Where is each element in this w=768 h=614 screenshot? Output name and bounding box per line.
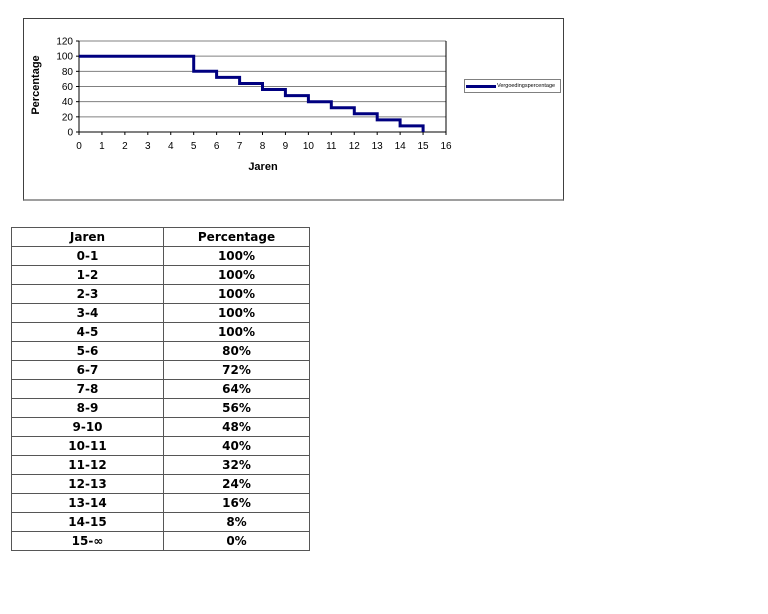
cell-jaren: 13-14	[11, 493, 164, 513]
cell-percentage: 80%	[163, 341, 310, 361]
x-tick-label: 2	[122, 141, 128, 152]
cell-percentage: 32%	[163, 455, 310, 475]
cell-percentage: 0%	[163, 531, 310, 551]
cell-jaren: 6-7	[11, 360, 164, 380]
cell-jaren: 0-1	[11, 246, 164, 266]
table-row: 1-2 100%	[11, 265, 310, 285]
cell-percentage: 56%	[163, 398, 310, 418]
x-tick-label: 14	[395, 141, 407, 152]
table-row: 0-1 100%	[11, 246, 310, 266]
y-tick-label: 60	[62, 82, 74, 93]
table-row: 5-6 80%	[11, 341, 310, 361]
x-tick-label: 3	[145, 141, 151, 152]
table-header-jaren: Jaren	[11, 227, 164, 247]
table-header-percentage: Percentage	[163, 227, 310, 247]
x-tick-label: 5	[191, 141, 197, 152]
cell-jaren: 11-12	[11, 455, 164, 475]
table-row: 7-8 64%	[11, 379, 310, 399]
legend-box: Vergoedingspercentage	[464, 79, 561, 93]
cell-jaren: 10-11	[11, 436, 164, 456]
cell-percentage: 100%	[163, 303, 310, 323]
cell-percentage: 8%	[163, 512, 310, 532]
table-row: 2-3 100%	[11, 284, 310, 304]
data-table: Jaren Percentage 0-1 100% 1-2 100% 2-3 100% 3-…	[11, 227, 310, 551]
cell-jaren: 15-∞	[11, 531, 164, 551]
series-step-line	[79, 54, 425, 132]
x-tick-label: 10	[303, 141, 315, 152]
y-tick-label: 0	[67, 128, 73, 139]
cell-jaren: 2-3	[11, 284, 164, 304]
legend-line-swatch	[466, 84, 496, 88]
cell-percentage: 100%	[163, 265, 310, 285]
table-row: 4-5 100%	[11, 322, 310, 342]
cell-percentage: 72%	[163, 360, 310, 380]
table-row: 11-12 32%	[11, 455, 310, 475]
y-tick-label: 40	[62, 97, 74, 108]
y-tick-label: 120	[56, 37, 73, 48]
cell-percentage: 40%	[163, 436, 310, 456]
x-tick-label: 6	[214, 141, 220, 152]
x-tick-label: 1	[99, 141, 105, 152]
cell-jaren: 8-9	[11, 398, 164, 418]
table-row: 15-∞ 0%	[11, 531, 310, 551]
y-tick-label: 80	[62, 67, 74, 78]
cell-jaren: 12-13	[11, 474, 164, 494]
table-row: 13-14 16%	[11, 493, 310, 513]
x-tick-label: 16	[440, 141, 452, 152]
cell-percentage: 48%	[163, 417, 310, 437]
cell-percentage: 16%	[163, 493, 310, 513]
x-tick-label: 8	[260, 141, 266, 152]
cell-percentage: 100%	[163, 322, 310, 342]
x-tick-label: 15	[418, 141, 430, 152]
x-tick-label: 0	[76, 141, 82, 152]
y-axis-label: Percentage	[30, 55, 42, 115]
cell-percentage: 64%	[163, 379, 310, 399]
cell-jaren: 14-15	[11, 512, 164, 532]
cell-jaren: 9-10	[11, 417, 164, 437]
cell-percentage: 100%	[163, 246, 310, 266]
cell-jaren: 3-4	[11, 303, 164, 323]
x-tick-label: 11	[326, 141, 337, 152]
table-row: 14-15 8%	[11, 512, 310, 532]
cell-percentage: 100%	[163, 284, 310, 304]
table-row: 10-11 40%	[11, 436, 310, 456]
cell-jaren: 1-2	[11, 265, 164, 285]
table-row: 9-10 48%	[11, 417, 310, 437]
x-tick-label: 4	[168, 141, 174, 152]
x-tick-label: 9	[283, 141, 289, 152]
cell-jaren: 4-5	[11, 322, 164, 342]
cell-percentage: 24%	[163, 474, 310, 494]
x-axis-label: Jaren	[248, 161, 278, 173]
x-tick-label: 12	[349, 141, 361, 152]
legend-label: Vergoedingspercentage	[497, 83, 556, 89]
x-tick-label: 7	[237, 141, 243, 152]
cell-jaren: 5-6	[11, 341, 164, 361]
table-row: 3-4 100%	[11, 303, 310, 323]
table-header-row: Jaren Percentage	[11, 227, 310, 247]
cell-jaren: 7-8	[11, 379, 164, 399]
x-tick-label: 13	[372, 141, 384, 152]
table-row: 12-13 24%	[11, 474, 310, 494]
table-row: 8-9 56%	[11, 398, 310, 418]
chart-frame: 0 20 40 60 80 100 120 0 1 2 3 4 5 6 7 8 9 10 11 12 13 14 15 16 …	[23, 18, 564, 201]
y-tick-label: 100	[56, 52, 73, 63]
y-tick-label: 20	[62, 112, 74, 123]
table-row: 6-7 72%	[11, 360, 310, 380]
